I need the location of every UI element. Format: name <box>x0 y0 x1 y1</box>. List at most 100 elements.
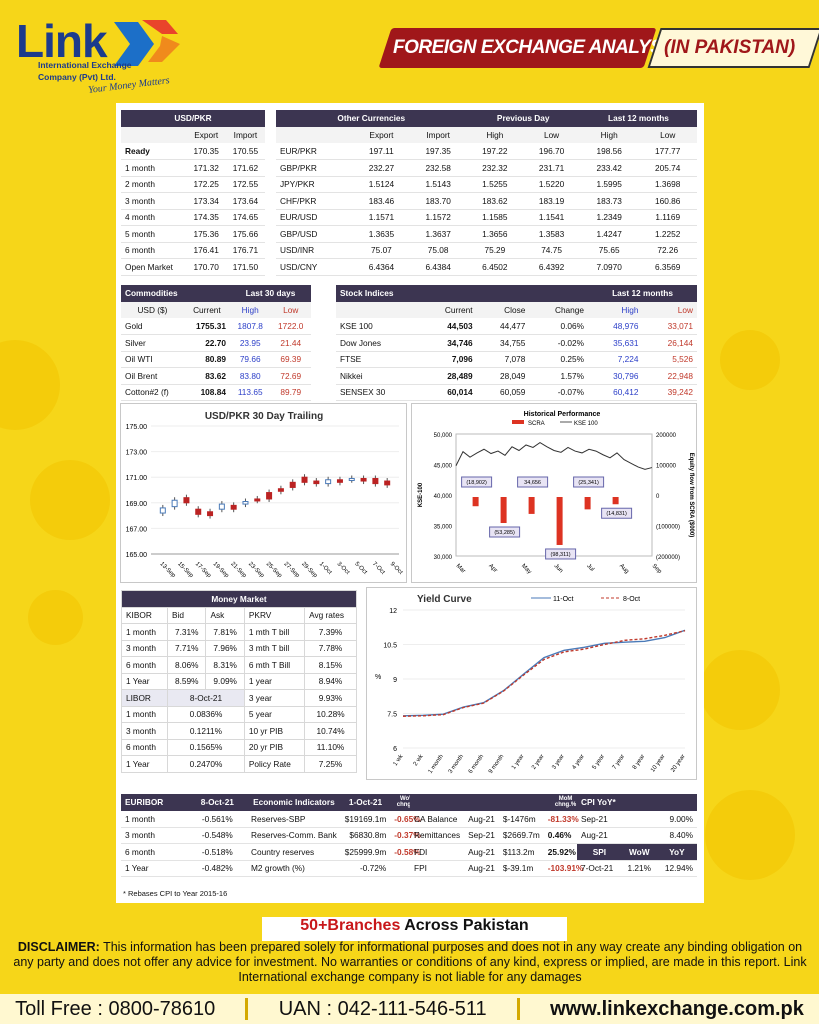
data-label-box <box>489 526 521 538</box>
candle <box>195 508 202 515</box>
money-title: Money Market <box>121 590 357 608</box>
table-cell: -103.91% <box>543 860 588 877</box>
table-row: 1 month 0.0836% 5 year 10.28% <box>120 705 357 723</box>
table-cell: 10.28% <box>304 705 357 723</box>
table-cell: 175.36 <box>186 225 226 243</box>
col-header: Change <box>529 301 589 318</box>
table-cell: 1.21% <box>621 860 657 877</box>
historical-performance-chart: Historical Performance SCRA KSE 100 30,000 3… <box>411 403 697 583</box>
col-header: High <box>229 301 271 318</box>
table-cell: 83.80 <box>229 367 271 385</box>
table-cell: 21.44 <box>270 334 311 352</box>
table-cell: 1.3698 <box>638 176 697 193</box>
table-cell: 6 month <box>121 843 188 861</box>
table-cell: Aug-21 <box>464 810 499 828</box>
toll-free-link[interactable]: Toll Free : 0800-78610 <box>15 997 216 1020</box>
table-cell: 6 month <box>120 656 169 674</box>
table-cell: M2 growth (%) <box>247 860 341 877</box>
table-cell: 7.0970 <box>579 258 639 276</box>
x-tick-label: 6 month <box>468 754 485 775</box>
col-header: Import <box>409 126 467 143</box>
disclaimer: DISCLAIMER: This information has been pr… <box>10 940 810 985</box>
table-cell: 8.40% <box>656 827 697 844</box>
table-cell: 174.65 <box>225 209 265 226</box>
table-cell: 8-Oct-21 <box>167 689 245 707</box>
table-cell: USD/INR <box>276 242 354 259</box>
y2-tick-label: (100000) <box>656 525 680 531</box>
table-cell: SPI <box>577 843 622 861</box>
x-tick-label: 3-Oct <box>336 561 351 576</box>
table-cell: CA Balance <box>410 810 465 828</box>
y-tick-label: 173.00 <box>126 450 148 457</box>
y-tick-label: 50,000 <box>434 433 453 439</box>
table-cell: Nikkei <box>336 367 421 385</box>
candle <box>159 507 166 514</box>
col-header: High <box>579 126 639 143</box>
y-tick-label: 10.5 <box>383 643 397 650</box>
usdpkr-table: USD/PKR Export Import Ready 170.35 170.55 1 … <box>121 110 265 276</box>
table-cell: 60,412 <box>588 384 643 401</box>
table-cell: 1 month <box>120 623 169 641</box>
y2-tick-label: 0 <box>656 494 660 500</box>
table-cell: 72.69 <box>270 367 311 385</box>
table-cell: 233.42 <box>579 159 639 177</box>
x-tick-label: 15-Sep <box>176 561 194 579</box>
table-cell <box>621 827 657 844</box>
table-cell: 7,224 <box>588 351 643 368</box>
table-cell: 8.15% <box>304 656 357 674</box>
table-cell: JPY/PKR <box>276 176 354 193</box>
background-coin-icon <box>700 650 780 730</box>
table-row: Remittances Sep-21 $2669.7m 0.46% <box>410 827 588 844</box>
y-tick-label: 175.00 <box>126 424 148 431</box>
y-axis-label: % <box>375 674 381 681</box>
table-cell: 232.58 <box>409 159 467 177</box>
table-cell: $2669.7m <box>498 827 544 844</box>
cpi-title: CPI YoY* <box>577 794 697 811</box>
footnote: * Rebases CPI to Year 2015-16 <box>123 889 228 898</box>
money-market-table: Money Market KIBOR Bid Ask PKRV Avg rates 1 m… <box>120 590 357 773</box>
candle <box>325 479 332 485</box>
table-row: 5 month 175.36 175.66 <box>121 225 265 243</box>
table-cell: -0.518% <box>187 843 247 861</box>
y2-tick-label: 100000 <box>656 464 677 470</box>
x-tick-label: 10 year <box>650 754 666 774</box>
econ-indicators-table: Economic Indicators 1-Oct-21 WoW chng.% Re… <box>247 794 425 877</box>
table-cell: WoW <box>621 843 657 861</box>
candle-chart-svg: USD/PKR 30 Day Trailing 165.00 167.00 169.0… <box>126 411 404 580</box>
table-row: GBP/USD 1.3635 1.3637 1.3656 1.3583 1.4247 1.2… <box>276 225 697 243</box>
mom-header: MoM chng.% <box>543 794 588 811</box>
econ-date: 1-Oct-21 <box>340 794 391 811</box>
table-cell: 1.3635 <box>353 225 410 243</box>
bar <box>556 497 563 545</box>
col-header: Low <box>638 126 697 143</box>
table-cell: 1.5143 <box>409 176 467 193</box>
table-cell: 12.94% <box>656 860 697 877</box>
y-tick-label: 35,000 <box>434 525 453 531</box>
table-cell: 1 mth T bill <box>243 623 306 641</box>
table-cell: 28,049 <box>476 367 530 385</box>
table-row: 3 month 7.71% 7.96% 3 mth T bill 7.78% <box>120 639 357 657</box>
x-tick-label: May <box>520 563 532 575</box>
candle <box>301 476 308 483</box>
x-tick-label: 27-Sep <box>282 561 300 579</box>
table-cell: 0.46% <box>543 827 588 844</box>
table-cell: 35,631 <box>588 334 643 352</box>
divider <box>516 998 520 1020</box>
stock-indices-table: Stock Indices Last 12 months Current Close… <box>336 285 697 401</box>
table-cell: 0.0836% <box>167 705 245 723</box>
y-tick-label: 6 <box>393 746 397 753</box>
table-row: KSE 100 44,503 44,477 0.06% 48,976 33,071 <box>336 318 697 335</box>
x-tick-label: Mar <box>455 563 467 575</box>
x-tick-label: 5-Oct <box>353 561 368 576</box>
col-header: Current <box>420 301 477 318</box>
table-cell: 196.70 <box>523 143 580 160</box>
uan-link[interactable]: UAN : 042-111-546-511 <box>278 997 487 1020</box>
website-link[interactable]: www.linkexchange.com.pk <box>550 997 804 1020</box>
table-cell: EUR/PKR <box>276 143 354 160</box>
table-cell: 8.06% <box>167 656 207 674</box>
data-label: (14,831) <box>606 511 627 517</box>
chart-title: USD/PKR 30 Day Trailing <box>205 411 323 422</box>
table-cell: 7-Oct-21 <box>577 860 622 877</box>
table-cell: GBP/PKR <box>276 159 354 177</box>
table-cell: 79.66 <box>229 351 271 368</box>
